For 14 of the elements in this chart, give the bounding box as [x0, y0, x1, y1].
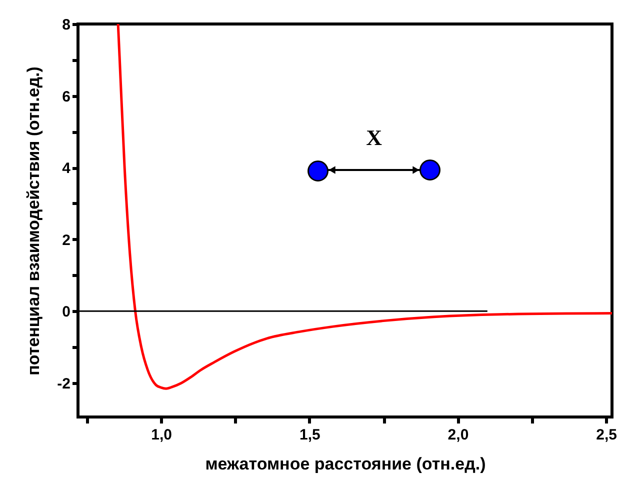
- x-tick-label: 2,5: [596, 426, 617, 444]
- x-axis-title: межатомное расстояние (отн.ед.): [205, 454, 486, 474]
- y-tick-label: 8: [62, 16, 70, 34]
- y-tick-label: 2: [62, 232, 70, 249]
- y-tick-label: 4: [62, 160, 72, 178]
- y-tick-label: 6: [62, 88, 70, 106]
- y-axis-title: потенциал взаимодействия (отн.ед.): [24, 66, 44, 376]
- x-tick-label: 2,0: [448, 426, 469, 444]
- line-series: [116, 24, 612, 390]
- y-tick-label: 0: [62, 304, 70, 321]
- x-tick-label: 1,5: [299, 426, 320, 444]
- y-tick-label: -2: [57, 375, 70, 392]
- annotation: X: [366, 125, 382, 150]
- x-tick-label: 1,0: [151, 426, 172, 444]
